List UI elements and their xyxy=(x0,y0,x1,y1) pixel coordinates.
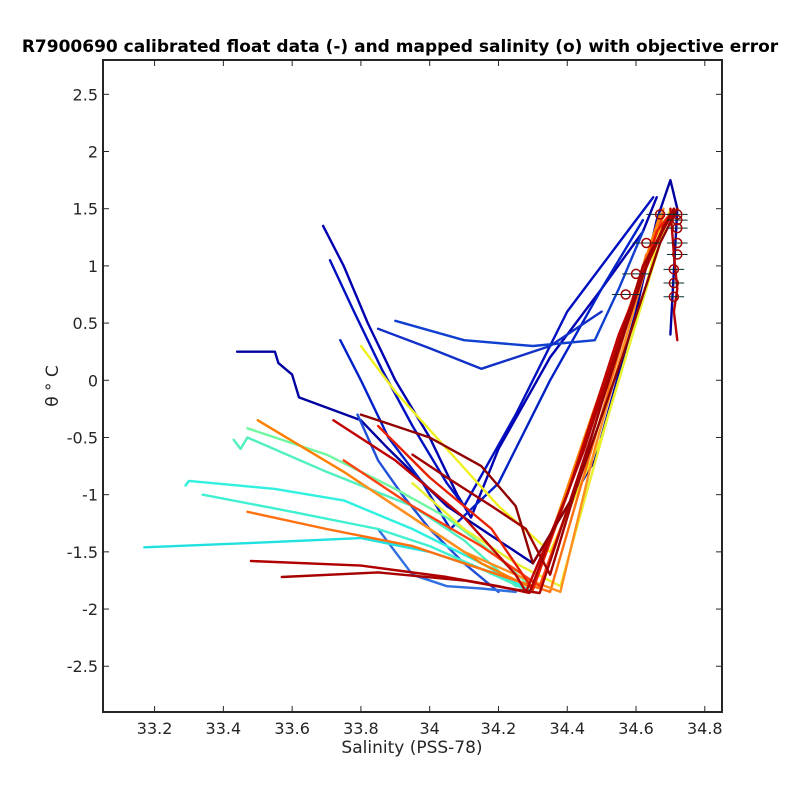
y-tick-label-2: -2 xyxy=(82,600,98,619)
mapped-salinity-point-4 xyxy=(672,237,683,249)
mapped-salinity-point-6 xyxy=(668,264,680,275)
x-axis-label: Salinity (PSS-78) xyxy=(341,738,482,758)
series-line-23 xyxy=(280,209,676,595)
mapped-salinity-point-12 xyxy=(620,289,631,300)
x-tick-label-9: 34.8 xyxy=(687,719,723,738)
x-tick-label-7: 34.4 xyxy=(549,719,585,738)
series-line-8 xyxy=(376,527,517,594)
data-layer xyxy=(143,178,688,595)
chart-title: R7900690 calibrated float data (-) and m… xyxy=(22,37,779,57)
series-line-21 xyxy=(332,207,679,594)
x-tick-label-5: 34 xyxy=(420,719,440,738)
y-tick-label-5: -0.5 xyxy=(67,428,98,447)
series-line-18 xyxy=(359,207,665,594)
series-line-7 xyxy=(356,413,500,594)
series-line-24 xyxy=(359,207,679,565)
y-tick-label-9: 1.5 xyxy=(73,200,98,219)
x-tick-label-6: 34.2 xyxy=(481,719,517,738)
series-line-26 xyxy=(669,207,679,342)
mapped-salinity-point-11 xyxy=(630,268,642,280)
series-line-5 xyxy=(394,230,645,348)
series-line-12 xyxy=(232,436,517,588)
x-tick-label-2: 33.4 xyxy=(206,719,242,738)
x-tick-label-4: 33.8 xyxy=(343,719,379,738)
y-tick-label-8: 1 xyxy=(88,257,98,276)
y-tick-label-7: 0.5 xyxy=(73,314,98,333)
y-tick-label-6: 0 xyxy=(88,371,98,390)
mapped-salinity-point-3 xyxy=(672,222,683,234)
y-tick-label-1: -2.5 xyxy=(67,657,98,676)
series-line-6 xyxy=(376,310,603,370)
mapped-salinity-point-8 xyxy=(668,291,680,303)
y-tick-label-3: -1.5 xyxy=(67,543,98,562)
mapped-salinity-point-7 xyxy=(668,277,680,289)
tick-layer: 33.2 33.4 33.6 33.8 34 34.2 34.4 34.6 34.8 -2.5 -2… xyxy=(67,60,723,738)
mapped-salinity-point-2 xyxy=(672,214,683,226)
series-line-2 xyxy=(321,196,658,519)
y-tick-label-10: 2 xyxy=(88,143,98,162)
y-axis-label: θ ° C xyxy=(43,365,63,407)
x-tick-label-3: 33.6 xyxy=(274,719,310,738)
mapped-salinity-point-5 xyxy=(672,249,683,260)
mapped-salinity-point-9 xyxy=(654,209,666,220)
x-tick-label-8: 34.6 xyxy=(618,719,654,738)
y-tick-label-4: -1 xyxy=(82,486,98,505)
y-tick-label-11: 2.5 xyxy=(73,85,98,104)
plot-frame xyxy=(102,59,723,713)
series-line-25 xyxy=(411,207,676,576)
series-line-3 xyxy=(328,196,655,508)
series-line-1 xyxy=(235,178,679,565)
mapped-salinity-point-10 xyxy=(641,237,652,249)
x-tick-label-1: 33.2 xyxy=(137,719,173,738)
